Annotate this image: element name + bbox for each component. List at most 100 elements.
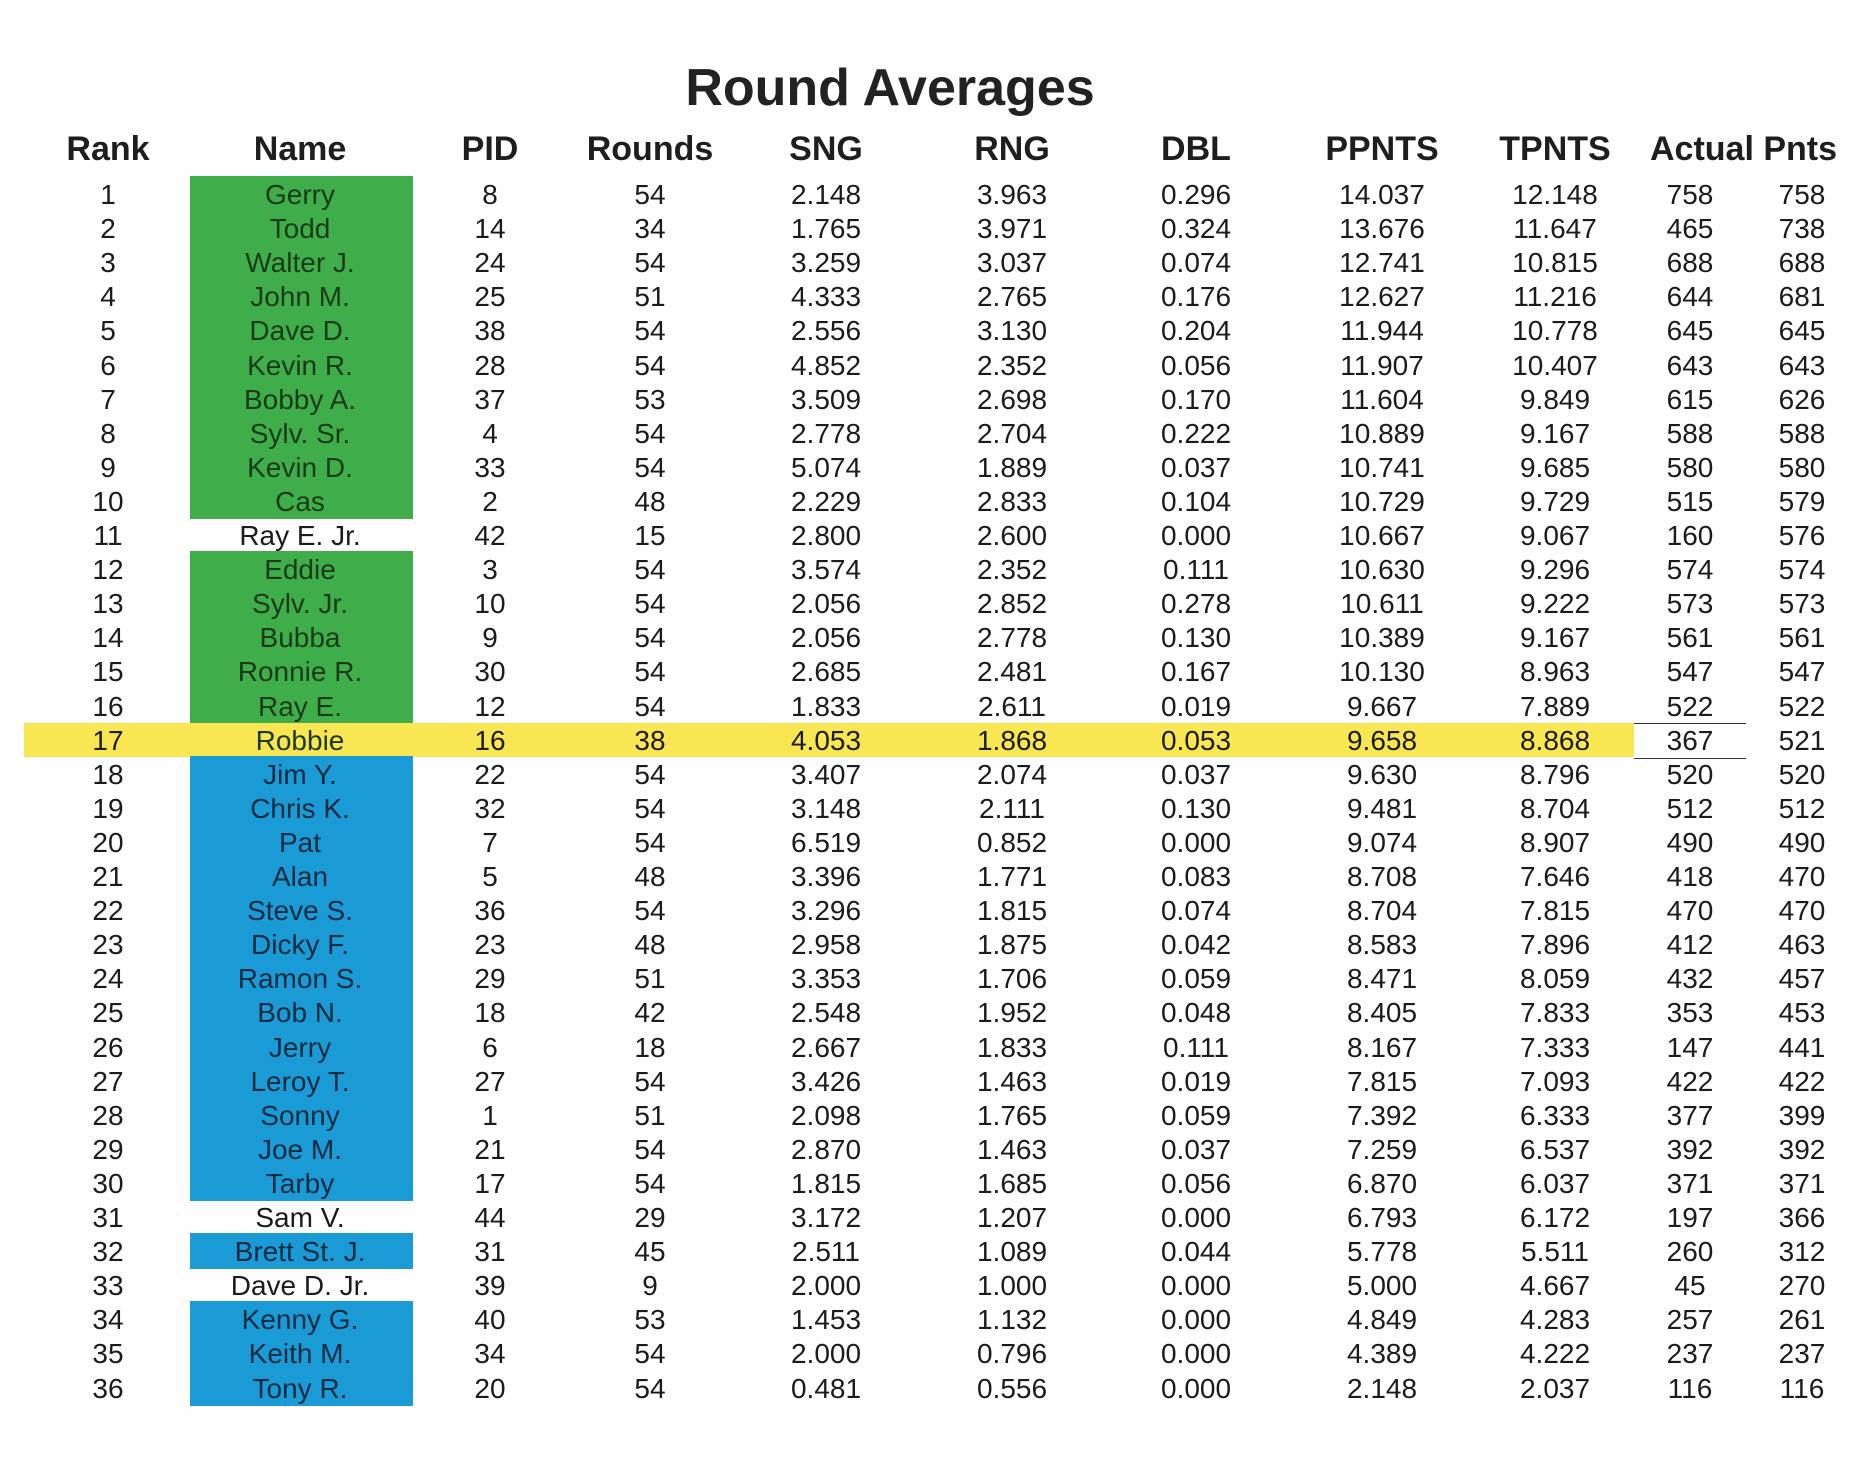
cell-rank: 36 [92, 1372, 124, 1404]
cell-sng: 2.000 [790, 1270, 862, 1302]
cell-pid: 17 [474, 1167, 506, 1199]
cell-dbl: 0.204 [1160, 315, 1232, 347]
cell-sng: 1.833 [790, 690, 862, 722]
cell-actual: 412 [1666, 929, 1714, 961]
cell-name: Sonny [260, 1099, 340, 1131]
cell-actual: 645 [1666, 315, 1714, 347]
cell-tpnts: 10.778 [1512, 315, 1598, 347]
cell-rank: 4 [100, 281, 116, 313]
cell-ppnts: 8.708 [1346, 861, 1418, 892]
cell-pid: 9 [482, 622, 498, 654]
cell-rounds: 15 [634, 520, 666, 551]
cell-ppnts: 10.630 [1339, 554, 1425, 586]
cell-name: John M. [250, 281, 350, 313]
cell-dbl: 0.000 [1160, 1338, 1232, 1370]
table-row: 3 Walter J. 24 54 3.259 3.037 0.074 12.741 10.81… [0, 244, 1874, 281]
cell-actual: 392 [1666, 1133, 1714, 1165]
cell-rounds: 9 [642, 1270, 658, 1302]
cell-actual: 573 [1666, 588, 1714, 620]
name-highlight [190, 414, 413, 451]
cell-dbl: 0.000 [1160, 1304, 1232, 1336]
name-highlight [190, 1301, 413, 1338]
cell-dbl: 0.056 [1160, 349, 1232, 381]
cell-rng: 3.971 [976, 213, 1048, 245]
cell-pnts: 580 [1778, 451, 1826, 483]
cell-pid: 25 [474, 281, 506, 313]
cell-pid: 2 [482, 485, 498, 517]
cell-name: Ray E. [257, 690, 343, 722]
cell-rounds: 54 [634, 622, 666, 654]
cell-ppnts: 10.889 [1339, 417, 1425, 449]
cell-actual: 160 [1666, 520, 1714, 551]
cell-pnts: 453 [1778, 997, 1826, 1029]
cell-rng: 1.833 [976, 1031, 1048, 1063]
cell-actual: 522 [1666, 690, 1714, 722]
cell-pnts: 270 [1778, 1270, 1826, 1302]
cell-name: Pat [278, 826, 322, 858]
cell-pnts: 261 [1778, 1304, 1826, 1336]
cell-dbl: 0.000 [1160, 1202, 1232, 1233]
cell-tpnts: 9.067 [1519, 520, 1591, 551]
cell-tpnts: 6.333 [1519, 1099, 1591, 1131]
cell-tpnts: 9.685 [1519, 451, 1591, 483]
cell-tpnts: 10.815 [1512, 247, 1598, 279]
cell-pid: 32 [474, 792, 506, 824]
cell-sng: 2.870 [790, 1133, 862, 1165]
cell-rng: 2.704 [976, 417, 1048, 449]
cell-ppnts: 11.907 [1340, 349, 1424, 381]
cell-dbl: 0.000 [1160, 1372, 1232, 1404]
cell-sng: 2.056 [790, 622, 862, 654]
cell-name: Ray E. Jr. [239, 520, 361, 551]
cell-rank: 10 [92, 485, 124, 517]
cell-sng: 1.815 [790, 1167, 862, 1199]
cell-tpnts: 4.667 [1519, 1270, 1591, 1302]
cell-actual: 644 [1666, 281, 1714, 313]
cell-pnts: 588 [1778, 417, 1826, 449]
cell-actual: 643 [1666, 349, 1714, 381]
name-highlight [190, 823, 413, 860]
cell-sng: 2.958 [790, 929, 862, 961]
cell-name: Walter J. [245, 247, 355, 279]
cell-pnts: 643 [1778, 349, 1826, 381]
cell-rounds: 34 [634, 213, 666, 245]
cell-ppnts: 4.849 [1346, 1304, 1418, 1336]
cell-tpnts: 8.796 [1519, 758, 1591, 790]
cell-rank: 17 [92, 724, 124, 756]
cell-tpnts: 7.333 [1519, 1031, 1591, 1063]
table-row: 11 Ray E. Jr. 42 15 2.800 2.600 0.000 10.667 9.0… [0, 518, 1874, 552]
cell-sng: 2.056 [790, 588, 862, 620]
name-highlight [190, 1369, 413, 1406]
cell-sng: 2.000 [790, 1338, 862, 1370]
cell-rng: 3.130 [976, 315, 1048, 347]
cell-pnts: 422 [1778, 1065, 1826, 1097]
cell-rng: 1.463 [976, 1133, 1048, 1165]
cell-pnts: 626 [1778, 383, 1826, 415]
cell-name: Leroy T. [250, 1065, 350, 1097]
cell-rounds: 51 [634, 281, 666, 313]
cell-rng: 1.000 [976, 1270, 1048, 1302]
cell-rank: 13 [92, 588, 124, 620]
cell-actual: 371 [1666, 1167, 1714, 1199]
cell-rng: 2.852 [976, 588, 1048, 620]
cell-ppnts: 10.130 [1339, 656, 1425, 688]
table-row: 22 Steve S. 36 54 3.296 1.815 0.074 8.704 7.815 4… [0, 892, 1874, 929]
table-row: 34 Kenny G. 40 53 1.453 1.132 0.000 4.849 4.283 2… [0, 1301, 1874, 1338]
cell-rng: 1.089 [976, 1236, 1048, 1268]
cell-rounds: 51 [634, 1099, 666, 1131]
cell-ppnts: 12.627 [1339, 281, 1425, 313]
cell-ppnts: 7.815 [1346, 1065, 1418, 1097]
cell-actual: 490 [1666, 826, 1714, 858]
cell-pnts: 490 [1778, 826, 1826, 858]
cell-pid: 6 [482, 1031, 498, 1063]
table-row: 32 Brett St. J. 31 45 2.511 1.089 0.044 5.778 5.… [0, 1233, 1874, 1270]
cell-sng: 3.296 [790, 895, 862, 927]
cell-name: Dave D. [249, 315, 351, 347]
cell-ppnts: 9.630 [1346, 758, 1418, 790]
cell-pnts: 463 [1778, 929, 1826, 961]
cell-pnts: 688 [1778, 247, 1826, 279]
cell-ppnts: 10.611 [1340, 588, 1424, 620]
cell-rounds: 54 [634, 1372, 666, 1404]
cell-dbl: 0.170 [1160, 383, 1232, 415]
cell-rank: 14 [92, 622, 124, 654]
cell-tpnts: 9.222 [1519, 588, 1591, 620]
